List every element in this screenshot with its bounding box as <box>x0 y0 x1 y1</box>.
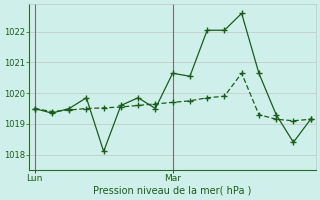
X-axis label: Pression niveau de la mer( hPa ): Pression niveau de la mer( hPa ) <box>93 186 252 196</box>
